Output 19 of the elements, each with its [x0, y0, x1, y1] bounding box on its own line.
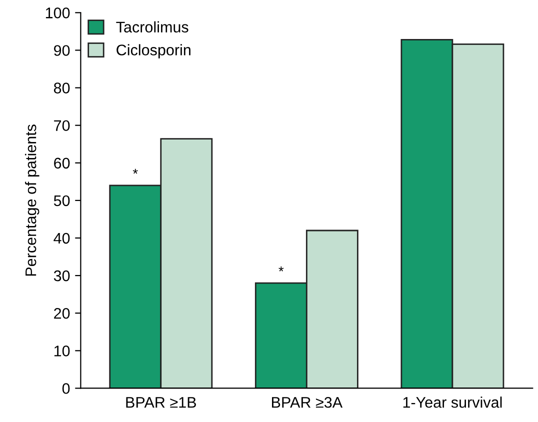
x-tick-label: 1-Year survival: [403, 396, 502, 408]
y-tick-label: 60: [54, 158, 70, 169]
y-tick-label: 90: [54, 45, 70, 56]
annotation: *: [132, 168, 138, 174]
annotation: *: [278, 266, 284, 272]
y-tick-label: 20: [54, 308, 70, 319]
y-tick-label: 10: [54, 346, 70, 356]
y-tick-label: 100: [46, 8, 70, 18]
y-tick-label: 40: [54, 232, 70, 244]
y-axis-title: Percentage of patients: [25, 124, 40, 276]
legend-label: Ciclosporin: [116, 44, 190, 58]
y-tick-label: 80: [54, 82, 70, 94]
x-tick-label: BPAR ≥1B: [126, 397, 196, 408]
y-tick-label: 50: [54, 195, 70, 206]
y-tick-label: 70: [54, 120, 70, 132]
x-tick-label: BPAR ≥3A: [272, 396, 343, 408]
y-tick-label: 0: [62, 383, 70, 394]
legend-label: Tacrolimus: [116, 21, 188, 33]
y-tick-label: 30: [54, 270, 70, 282]
